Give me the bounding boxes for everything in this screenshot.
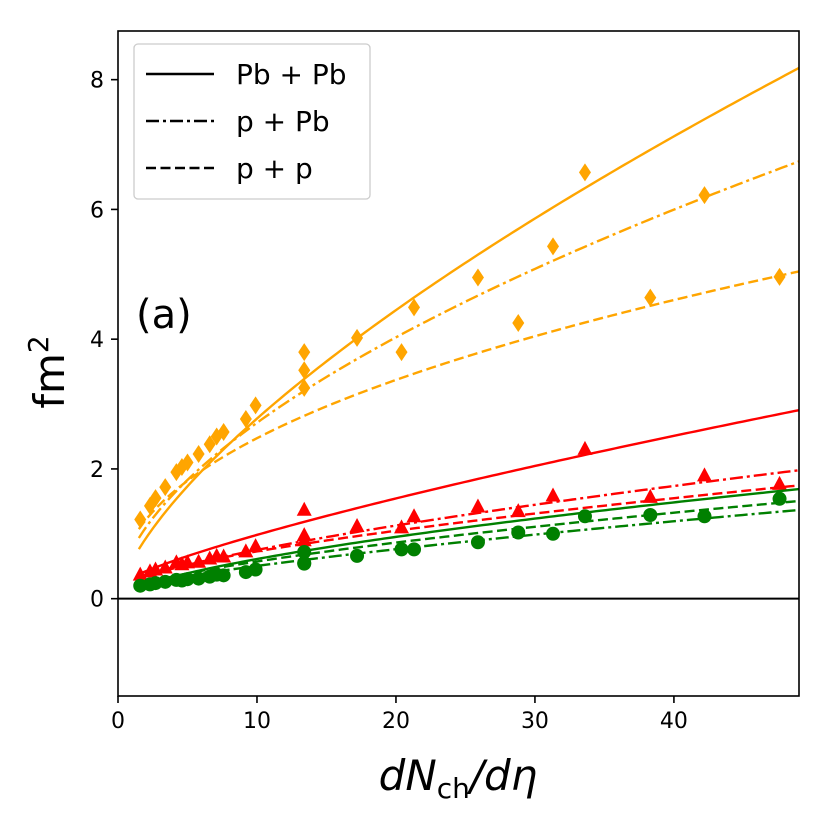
data-point-8-3: [158, 574, 173, 589]
data-point-5-12: [248, 538, 264, 553]
data-point-8-10: [216, 568, 231, 583]
data-point-5-10: [216, 548, 232, 563]
data-point-0-0: [298, 343, 311, 362]
data-point-2-0: [134, 510, 147, 529]
data-point-5-3: [157, 559, 173, 574]
data-point-8-17: [511, 525, 526, 540]
series-line-3: [138, 408, 800, 576]
y-tick-label-2: 4: [90, 328, 104, 353]
series-line-2: [137, 270, 800, 530]
series-line-5: [138, 484, 800, 578]
x-axis-label-tail: /dη: [466, 751, 537, 800]
data-point-4-2: [545, 487, 561, 502]
legend-frame: [133, 43, 371, 200]
series-2: [134, 267, 800, 530]
data-point-2-15: [395, 343, 408, 362]
series-line-6: [138, 487, 800, 589]
data-point-1-0: [298, 361, 311, 380]
data-point-8-12: [248, 562, 263, 577]
data-point-8-19: [772, 491, 787, 506]
data-point-1-1: [471, 268, 484, 287]
data-point-2-6: [181, 453, 194, 472]
data-point-5-13: [296, 532, 312, 547]
data-point-2-19: [773, 267, 786, 286]
data-point-3-1: [577, 440, 593, 455]
legend-label-ppb: p + Pb: [236, 105, 330, 138]
y-axis-label: fm2: [22, 335, 74, 409]
series-3: [138, 408, 800, 576]
series-8: [133, 491, 800, 593]
data-point-8-14: [350, 548, 365, 563]
series-layer: [132, 66, 800, 593]
data-point-8-7: [191, 571, 206, 586]
x-tick-label-2: 20: [382, 709, 410, 734]
data-point-8-6: [180, 572, 195, 587]
y-tick-label-4: 8: [90, 69, 104, 94]
legend-label-pbpb: Pb + Pb: [236, 58, 347, 91]
data-point-5-19: [772, 475, 788, 490]
x-axis-label-main: dN: [379, 751, 437, 800]
data-point-1-2: [547, 237, 560, 256]
data-point-2-2: [149, 489, 162, 508]
data-point-7-2: [546, 526, 561, 541]
data-point-5-7: [191, 553, 207, 568]
data-point-5-6: [179, 554, 195, 569]
data-point-3-0: [296, 501, 312, 516]
data-point-7-1: [470, 535, 485, 550]
panel-label: (a): [136, 292, 192, 338]
data-point-4-1: [470, 498, 486, 513]
data-point-8-13: [297, 556, 312, 571]
data-point-2-10: [217, 422, 230, 441]
data-point-5-11: [238, 543, 254, 558]
x-axis-label: dNch/dη: [379, 751, 538, 805]
data-point-5-16: [406, 508, 422, 523]
data-point-4-3: [696, 467, 712, 482]
axes-layer: 0 10 20 30 40 0 2 4 6 8: [90, 30, 800, 734]
series-5: [132, 475, 800, 581]
series-line-1: [137, 160, 800, 539]
y-axis-label-sup: 2: [22, 335, 55, 353]
series-0: [137, 66, 800, 550]
data-point-5-14: [349, 518, 365, 533]
plot-frame: [117, 30, 800, 697]
y-tick-label-0: 0: [90, 588, 104, 613]
y-tick-label-3: 6: [90, 198, 104, 223]
data-point-2-8: [203, 435, 216, 454]
data-point-8-16: [407, 542, 422, 557]
y-axis-label-main: fm: [25, 353, 74, 409]
data-point-5-15: [394, 519, 410, 534]
data-point-1-3: [698, 186, 711, 205]
data-point-2-18: [644, 288, 657, 307]
data-point-2-11: [239, 409, 252, 428]
data-point-2-13: [298, 378, 311, 397]
y-tick-label-1: 2: [90, 458, 104, 483]
data-point-2-17: [512, 313, 525, 332]
data-point-2-12: [249, 396, 262, 415]
x-tick-label-0: 0: [111, 709, 125, 734]
data-point-7-3: [697, 509, 712, 524]
data-point-0-1: [578, 163, 591, 182]
series-line-8: [138, 499, 800, 586]
legend-label-pp: p + p: [236, 152, 313, 185]
series-1: [137, 160, 800, 539]
x-tick-label-4: 40: [660, 709, 688, 734]
data-point-8-18: [643, 507, 658, 522]
data-point-8-15: [394, 542, 409, 557]
series-line-7: [138, 508, 800, 586]
data-point-2-14: [351, 328, 364, 347]
legend: Pb + Pb p + Pb p + p: [133, 43, 371, 200]
data-point-6-1: [577, 509, 592, 524]
series-6: [138, 487, 800, 589]
series-line-0: [137, 66, 800, 550]
data-point-2-16: [408, 298, 421, 317]
data-point-5-18: [642, 488, 658, 503]
data-point-5-17: [510, 503, 526, 518]
data-point-2-7: [192, 445, 205, 464]
x-tick-label-1: 10: [243, 709, 271, 734]
x-tick-label-3: 30: [521, 709, 549, 734]
data-point-2-3: [159, 478, 172, 497]
x-axis-label-sub: ch: [437, 772, 470, 805]
